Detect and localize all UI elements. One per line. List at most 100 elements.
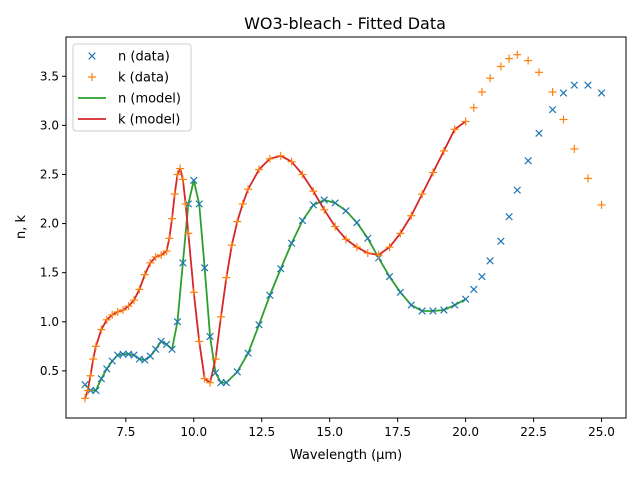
k-data-point bbox=[461, 117, 470, 126]
k-data-series bbox=[81, 50, 606, 403]
k-data-point bbox=[222, 273, 231, 282]
k-data-point bbox=[276, 151, 285, 160]
k-data-point bbox=[162, 247, 171, 256]
k-data-point bbox=[176, 164, 185, 173]
k-data-point bbox=[135, 285, 144, 294]
x-tick-label: 12.5 bbox=[248, 425, 275, 439]
n-data-point bbox=[440, 306, 448, 314]
legend-label: n (model) bbox=[118, 92, 181, 107]
k-data-point bbox=[418, 190, 427, 199]
k-data-point bbox=[227, 241, 236, 250]
legend-marker-swatch bbox=[88, 73, 96, 81]
k-data-point bbox=[168, 214, 177, 223]
y-tick-label: 3.5 bbox=[40, 69, 59, 83]
n-data-point bbox=[255, 320, 263, 329]
n-data-point bbox=[97, 374, 106, 383]
legend-label: n (data) bbox=[118, 50, 170, 65]
k-data-point bbox=[342, 235, 350, 244]
legend-item-k-data: k (data) bbox=[88, 71, 169, 86]
k-data-point bbox=[428, 168, 437, 177]
n-data-point bbox=[497, 237, 505, 245]
legend-label: k (model) bbox=[118, 113, 180, 128]
n-data-point bbox=[548, 105, 557, 114]
n-data-point bbox=[179, 259, 187, 267]
k-data-point bbox=[583, 174, 592, 183]
n-data-point bbox=[266, 291, 274, 299]
n-data-point bbox=[535, 129, 543, 137]
x-tick-label: 22.5 bbox=[520, 425, 547, 439]
k-data-point bbox=[597, 200, 606, 209]
n-data-point bbox=[157, 337, 165, 346]
x-tick-label: 20.0 bbox=[452, 425, 479, 439]
k-data-point bbox=[407, 211, 416, 220]
k-data-point bbox=[287, 157, 296, 166]
k-data-point bbox=[124, 302, 133, 311]
n-data-point bbox=[524, 157, 532, 165]
k-data-point bbox=[184, 229, 193, 238]
k-data-point bbox=[244, 185, 253, 194]
k-data-point bbox=[200, 374, 209, 383]
n-data-point bbox=[298, 216, 307, 225]
n-data-point bbox=[451, 301, 459, 309]
k-data-point bbox=[170, 190, 179, 199]
n-data-point bbox=[364, 234, 372, 243]
k-data-point bbox=[140, 270, 149, 279]
k-data-point bbox=[309, 187, 318, 196]
k-data-point bbox=[233, 217, 242, 226]
y-axis-label: n, k bbox=[14, 215, 29, 240]
n-data-point bbox=[146, 352, 154, 360]
k-data-point bbox=[535, 68, 544, 77]
n-data-point bbox=[217, 378, 225, 387]
k-data-point bbox=[298, 170, 307, 179]
k-data-point bbox=[496, 62, 505, 71]
n-data-point bbox=[486, 257, 494, 265]
k-data-point bbox=[505, 54, 514, 63]
n-data-series bbox=[81, 81, 606, 395]
n-data-point bbox=[478, 272, 486, 281]
k-data-point bbox=[89, 355, 98, 364]
y-tick-label: 3.0 bbox=[40, 118, 59, 132]
k-data-point bbox=[439, 146, 448, 155]
n-data-point bbox=[418, 307, 426, 315]
legend-marker-swatch bbox=[88, 52, 96, 60]
k-data-point bbox=[113, 307, 122, 316]
n-data-point bbox=[244, 349, 252, 357]
k-data-point bbox=[108, 310, 117, 319]
series-layer bbox=[81, 50, 606, 403]
k-data-point bbox=[97, 325, 106, 334]
n-data-point bbox=[505, 212, 513, 221]
n-data-point bbox=[597, 89, 606, 97]
k-data-point bbox=[216, 312, 225, 321]
n-data-point bbox=[342, 207, 350, 215]
n-data-point bbox=[130, 351, 138, 359]
n-data-point bbox=[309, 201, 318, 209]
n-data-point bbox=[206, 332, 214, 341]
k-data-point bbox=[255, 165, 264, 174]
x-tick-label: 7.5 bbox=[116, 425, 135, 439]
x-axis-label: Wavelength (μm) bbox=[290, 448, 402, 463]
k-data-point bbox=[157, 250, 166, 259]
k-data-point bbox=[195, 337, 204, 346]
k-data-point bbox=[385, 243, 394, 252]
y-tick-label: 1.5 bbox=[40, 266, 59, 280]
n-data-point bbox=[559, 89, 568, 97]
k-data-point bbox=[396, 229, 405, 238]
legend-items: n (data) k (data) n (model) k (model) bbox=[78, 50, 181, 128]
k-data-point bbox=[129, 296, 138, 305]
n-data-point bbox=[119, 350, 127, 358]
x-tick-label: 15.0 bbox=[316, 425, 343, 439]
legend-item-k-model: k (model) bbox=[78, 113, 180, 128]
n-data-point bbox=[173, 318, 182, 326]
k-data-point bbox=[352, 243, 361, 252]
y-tick-label: 0.5 bbox=[40, 364, 59, 378]
n-data-point bbox=[211, 369, 220, 377]
n-data-point bbox=[92, 386, 100, 395]
k-data-point bbox=[265, 154, 274, 163]
n-data-point bbox=[200, 264, 209, 272]
k-data-point bbox=[91, 342, 100, 351]
k-data-point bbox=[206, 378, 215, 387]
k-data-point bbox=[570, 144, 579, 153]
k-data-point bbox=[477, 87, 486, 96]
n-data-point bbox=[331, 199, 339, 207]
